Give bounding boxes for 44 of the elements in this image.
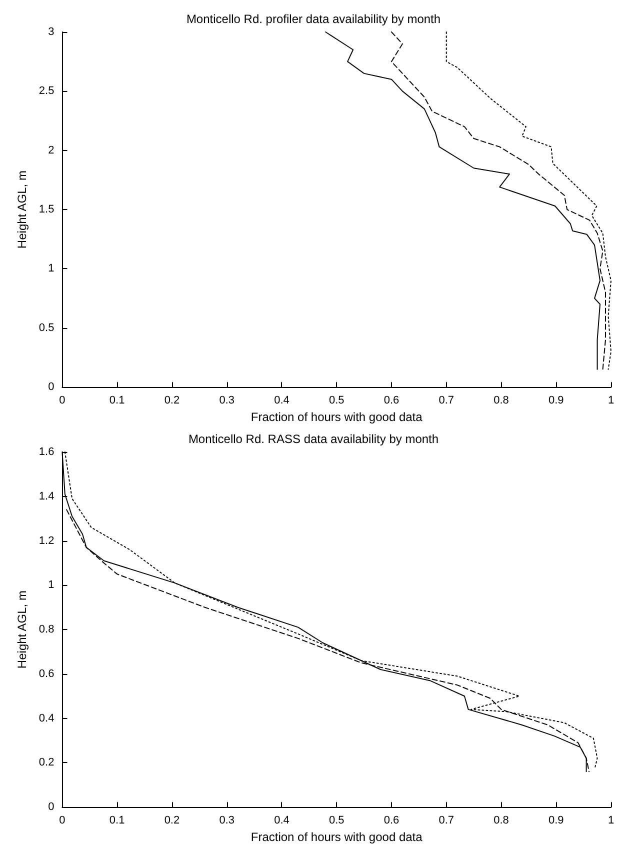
x-tick-label: 0: [59, 814, 66, 827]
y-tick-label: 0.6: [38, 668, 54, 680]
y-tick-label: 1: [48, 579, 54, 592]
x-tick-label: 0.7: [438, 814, 454, 827]
x-axis-title: Fraction of hours with good data: [250, 830, 423, 844]
x-tick-label: 0.9: [548, 394, 564, 407]
y-tick-label: 1.4: [38, 490, 54, 502]
y-tick-label: 0.4: [38, 712, 54, 724]
x-tick-label: 0: [59, 394, 66, 407]
y-tick-label: 2.5: [38, 85, 54, 98]
x-tick-label: 1: [608, 814, 614, 827]
y-tick-label: 3: [48, 26, 54, 38]
y-tick-label: 1: [48, 262, 54, 275]
x-tick-label: 0.8: [494, 394, 509, 407]
y-axis-title: Height AGL, m: [15, 590, 29, 669]
y-tick-label: 0: [48, 381, 54, 394]
x-tick-label: 0.5: [328, 814, 344, 827]
y-axis-title: Height AGL, m: [15, 170, 29, 249]
x-tick-label: 0.2: [164, 814, 180, 827]
x-tick-label: 0.3: [219, 814, 234, 827]
y-tick-label: 0.8: [38, 624, 54, 636]
x-tick-label: 0.2: [164, 394, 180, 407]
x-tick-label: 0.6: [384, 394, 400, 407]
x-tick-label: 0.6: [384, 814, 400, 827]
x-tick-label: 0.4: [274, 814, 290, 827]
y-tick-label: 0.2: [38, 756, 54, 769]
x-tick-label: 0.5: [328, 394, 344, 407]
y-tick-label: 1.6: [38, 446, 54, 458]
x-tick-label: 1: [608, 394, 614, 407]
y-tick-label: 0.5: [38, 322, 54, 334]
y-tick-label: 1.2: [38, 534, 54, 547]
chart-title: Monticello Rd. profiler data availability by month: [186, 12, 441, 26]
x-tick-label: 0.1: [109, 394, 125, 407]
x-axis-title: Fraction of hours with good data: [250, 410, 423, 424]
x-tick-label: 0.8: [494, 814, 509, 827]
x-tick-label: 0.7: [438, 394, 454, 407]
y-tick-label: 0: [48, 801, 54, 814]
x-tick-label: 0.1: [109, 814, 125, 827]
x-tick-label: 0.4: [274, 394, 290, 407]
y-tick-label: 2: [48, 144, 54, 156]
y-tick-label: 1.5: [38, 204, 54, 216]
x-tick-label: 0.3: [219, 394, 234, 407]
chart-title: Monticello Rd. RASS data availability by month: [188, 432, 439, 446]
x-tick-label: 0.9: [548, 814, 564, 827]
